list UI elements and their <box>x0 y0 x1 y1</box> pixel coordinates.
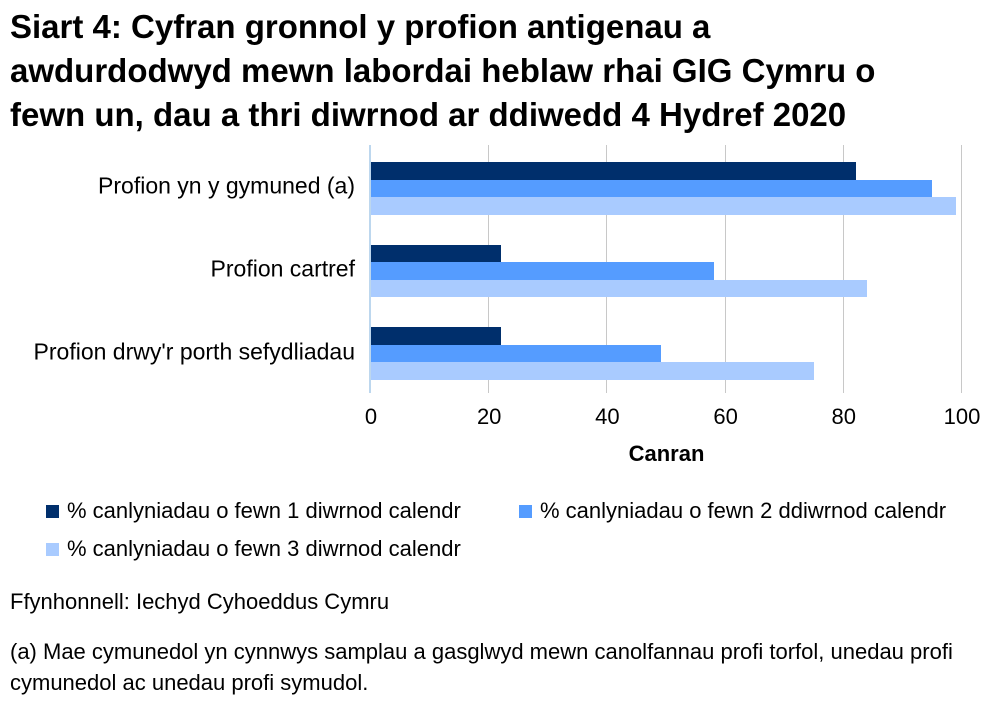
legend-swatch-2-ddiwrnod-icon <box>519 504 532 518</box>
legend-swatch-1-diwrnod-icon <box>46 504 59 518</box>
category-axis: Profion yn y gymuned (a) Profion cartref P… <box>0 0 358 420</box>
bar-series2-cat1 <box>371 179 933 198</box>
footnote: (a) Mae cymunedol yn cynnwys samplau a g… <box>10 639 953 695</box>
source-note: Ffynhonnell: Iechyd Cyhoeddus Cymru <box>10 589 390 614</box>
x-tick-label-100: 100 <box>943 404 981 429</box>
legend-swatch-3-diwrnod-icon <box>46 542 59 556</box>
bar-series3-cat2 <box>371 279 868 298</box>
legend-item-2-ddiwrnod: % canlyniadau o fewn 2 ddiwrnod calendr <box>519 498 946 524</box>
x-axis-title: Canran <box>628 441 705 466</box>
gridline-60 <box>724 145 726 393</box>
legend-label-2-ddiwrnod: % canlyniadau o fewn 2 ddiwrnod calendr <box>540 498 947 523</box>
bar-series1-cat2 <box>371 244 502 263</box>
chart-title-line-1: Siart 4: Cyfran gronnol y profion antige… <box>10 8 711 45</box>
chart-title-line-3: fewn un, dau a thri diwrnod ar ddiwedd 4… <box>10 96 847 133</box>
y-axis-line <box>369 145 371 393</box>
x-tick-label-80: 80 <box>831 404 857 429</box>
legend-label-3-diwrnod: % canlyniadau o fewn 3 diwrnod calendr <box>67 536 461 561</box>
bar-series3-cat1 <box>371 197 957 215</box>
bar-series3-cat3 <box>371 362 815 380</box>
gridline-100 <box>961 145 962 393</box>
category-label-2: Profion cartref <box>210 255 355 282</box>
legend-label-1-diwrnod: % canlyniadau o fewn 1 diwrnod calendr <box>67 498 461 523</box>
gridline-80 <box>842 145 844 393</box>
chart-title: Siart 4: Cyfran gronnol y profion antige… <box>10 5 875 137</box>
category-label-3: Profion drwy'r porth sefydliadau <box>33 338 355 365</box>
category-label-1: Profion yn y gymuned (a) <box>98 172 355 199</box>
x-tick-label-20: 20 <box>476 404 502 429</box>
bar-series2-cat3 <box>371 344 661 363</box>
x-tick-label-40: 40 <box>595 404 620 429</box>
bar-series1-cat3 <box>371 327 502 345</box>
x-axis-ticks: 0 20 40 60 80 100 <box>0 404 991 434</box>
bar-series1-cat1 <box>371 162 856 180</box>
plot-area <box>369 145 962 393</box>
bar-series2-cat2 <box>371 262 714 280</box>
legend-item-1-diwrnod: % canlyniadau o fewn 1 diwrnod calendr <box>46 498 461 524</box>
x-tick-label-60: 60 <box>713 404 738 429</box>
chart-title-line-2: awdurdodwyd mewn labordai heblaw rhai GI… <box>10 52 876 89</box>
legend-item-3-diwrnod: % canlyniadau o fewn 3 diwrnod calendr <box>46 536 461 562</box>
x-tick-label-0: 0 <box>364 404 378 429</box>
